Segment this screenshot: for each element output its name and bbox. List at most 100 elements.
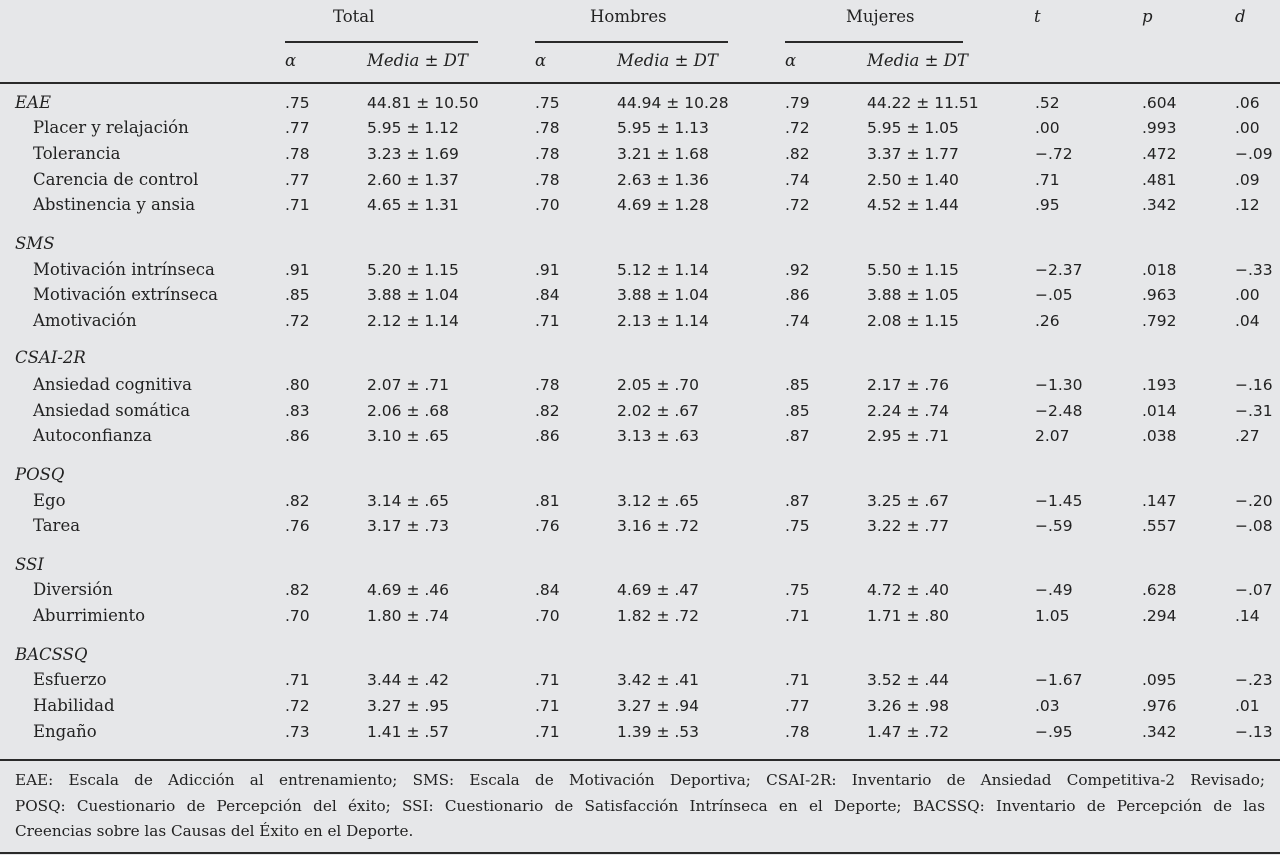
subscale-label: Motivación extrínseca xyxy=(33,285,219,304)
col-header-p: p xyxy=(1142,7,1153,26)
cell-p-value: .018 xyxy=(1142,261,1177,279)
subscale-label: Habilidad xyxy=(33,696,115,715)
cell-t-value: .71 xyxy=(1035,171,1060,189)
cell-alpha-hombres: .82 xyxy=(535,402,560,420)
cell-t-value: 1.05 xyxy=(1035,607,1070,625)
cell-media-hombres: 3.16 ± .72 xyxy=(617,517,700,535)
cell-d-value: −.31 xyxy=(1235,402,1273,420)
col-header-alpha-mujeres: α xyxy=(785,51,797,70)
subscale-label: Abstinencia y ansia xyxy=(33,195,196,214)
cell-alpha-mujeres: .71 xyxy=(785,607,810,625)
cell-p-value: .193 xyxy=(1142,376,1177,394)
cell-media-total: 44.81 ± 10.50 xyxy=(367,94,479,112)
cell-media-mujeres: 2.24 ± .74 xyxy=(867,402,950,420)
cell-d-value: .12 xyxy=(1235,196,1260,214)
cell-alpha-mujeres: .71 xyxy=(785,671,810,689)
scale-header: SMS xyxy=(15,234,55,253)
cell-alpha-mujeres: .86 xyxy=(785,286,810,304)
cell-media-hombres: 2.05 ± .70 xyxy=(617,376,700,394)
col-header-media-total: Media ± DT xyxy=(367,51,468,70)
cell-d-value: −.13 xyxy=(1235,723,1273,741)
subscale-label: Ego xyxy=(33,491,66,510)
cell-t-value: 2.07 xyxy=(1035,427,1070,445)
cell-media-hombres: 1.82 ± .72 xyxy=(617,607,700,625)
cell-media-hombres: 4.69 ± 1.28 xyxy=(617,196,709,214)
cell-t-value: −2.48 xyxy=(1035,402,1083,420)
cell-media-mujeres: 5.50 ± 1.15 xyxy=(867,261,959,279)
scale-header: SSI xyxy=(15,555,44,574)
cell-media-mujeres: 2.17 ± .76 xyxy=(867,376,950,394)
cell-alpha-total: .72 xyxy=(285,697,310,715)
cell-alpha-total: .80 xyxy=(285,376,310,394)
cell-media-hombres: 3.27 ± .94 xyxy=(617,697,700,715)
group-underline-mujeres xyxy=(785,41,963,43)
cell-alpha-mujeres: .74 xyxy=(785,312,810,330)
cell-alpha-mujeres: .85 xyxy=(785,376,810,394)
cell-t-value: −1.45 xyxy=(1035,492,1083,510)
cell-alpha-hombres: .70 xyxy=(535,196,560,214)
cell-media-mujeres: 2.50 ± 1.40 xyxy=(867,171,959,189)
group-header-mujeres: Mujeres xyxy=(846,7,915,26)
cell-p-value: .472 xyxy=(1142,145,1177,163)
cell-media-total: 2.60 ± 1.37 xyxy=(367,171,459,189)
cell-p-value: .342 xyxy=(1142,723,1177,741)
cell-alpha-total: .73 xyxy=(285,723,310,741)
cell-media-mujeres: 3.22 ± .77 xyxy=(867,517,950,535)
cell-alpha-mujeres: .85 xyxy=(785,402,810,420)
cell-d-value: −.33 xyxy=(1235,261,1273,279)
subscale-label: Tolerancia xyxy=(33,144,121,163)
cell-p-value: .976 xyxy=(1142,697,1177,715)
cell-alpha-total: .76 xyxy=(285,517,310,535)
cell-media-mujeres: 2.08 ± 1.15 xyxy=(867,312,959,330)
cell-d-value: .14 xyxy=(1235,607,1260,625)
cell-d-value: −.16 xyxy=(1235,376,1273,394)
cell-alpha-hombres: .84 xyxy=(535,581,560,599)
cell-media-hombres: 5.12 ± 1.14 xyxy=(617,261,709,279)
cell-d-value: .04 xyxy=(1235,312,1260,330)
cell-d-value: −.23 xyxy=(1235,671,1273,689)
cell-d-value: .00 xyxy=(1235,119,1260,137)
subscale-label: Tarea xyxy=(33,516,81,535)
cell-media-hombres: 4.69 ± .47 xyxy=(617,581,700,599)
cell-media-total: 3.14 ± .65 xyxy=(367,492,450,510)
table-footnote: EAE: Escala de Adicción al entrenamiento… xyxy=(15,768,1265,845)
cell-t-value: −1.67 xyxy=(1035,671,1083,689)
subscale-label: Motivación intrínseca xyxy=(33,260,215,279)
cell-p-value: .963 xyxy=(1142,286,1177,304)
cell-media-hombres: 3.13 ± .63 xyxy=(617,427,700,445)
scale-header: EAE xyxy=(15,93,52,112)
cell-alpha-hombres: .86 xyxy=(535,427,560,445)
cell-alpha-hombres: .78 xyxy=(535,145,560,163)
cell-d-value: .01 xyxy=(1235,697,1260,715)
cell-alpha-mujeres: .75 xyxy=(785,581,810,599)
cell-alpha-total: .82 xyxy=(285,581,310,599)
scale-header: CSAI-2R xyxy=(15,348,86,367)
cell-alpha-hombres: .78 xyxy=(535,171,560,189)
cell-d-value: −.08 xyxy=(1235,517,1273,535)
cell-alpha-total: .72 xyxy=(285,312,310,330)
cell-alpha-mujeres: .92 xyxy=(785,261,810,279)
footnote-line-3: Creencias sobre las Causas del Éxito en … xyxy=(15,822,414,840)
cell-alpha-hombres: .71 xyxy=(535,312,560,330)
cell-d-value: .06 xyxy=(1235,94,1260,112)
cell-d-value: −.20 xyxy=(1235,492,1273,510)
cell-p-value: .038 xyxy=(1142,427,1177,445)
cell-p-value: .604 xyxy=(1142,94,1177,112)
group-header-total: Total xyxy=(333,7,375,26)
group-header-hombres: Hombres xyxy=(590,7,667,26)
footnote-line-1: EAE: Escala de Adicción al entrenamiento… xyxy=(15,771,1265,789)
subscale-label: Carencia de control xyxy=(33,170,199,189)
cell-alpha-mujeres: .82 xyxy=(785,145,810,163)
cell-media-hombres: 2.02 ± .67 xyxy=(617,402,700,420)
cell-t-value: −.95 xyxy=(1035,723,1073,741)
footnote-line-2: POSQ: Cuestionario de Percepción del éxi… xyxy=(15,796,1265,815)
cell-alpha-total: .85 xyxy=(285,286,310,304)
cell-media-mujeres: 3.37 ± 1.77 xyxy=(867,145,959,163)
cell-p-value: .628 xyxy=(1142,581,1177,599)
cell-media-hombres: 3.12 ± .65 xyxy=(617,492,700,510)
cell-media-mujeres: 1.71 ± .80 xyxy=(867,607,950,625)
cell-media-hombres: 2.13 ± 1.14 xyxy=(617,312,709,330)
header-rule xyxy=(0,82,1280,84)
cell-media-total: 5.20 ± 1.15 xyxy=(367,261,459,279)
cell-p-value: .481 xyxy=(1142,171,1177,189)
